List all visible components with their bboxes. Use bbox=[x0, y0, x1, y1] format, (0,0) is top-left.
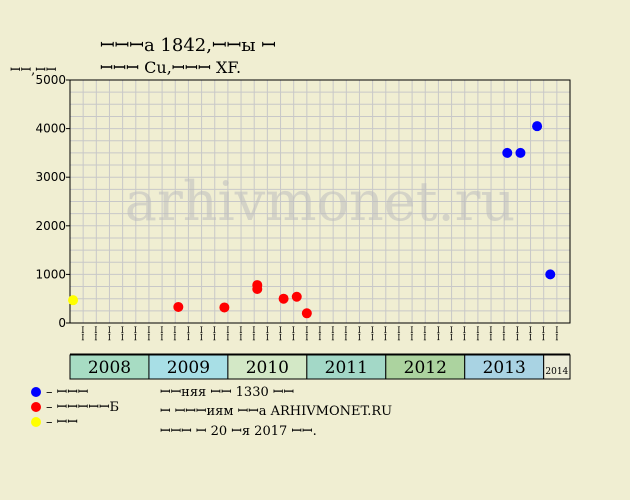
data-point-shop bbox=[291, 291, 302, 302]
year-label: 2009 bbox=[167, 358, 210, 378]
year-label: 2011 bbox=[325, 358, 368, 378]
month-tick-label: ꟷꟷ bbox=[419, 326, 429, 341]
info-line-3: ꟷꟷꟷ ꟷ 20 ꟷя 2017 ꟷꟷ. bbox=[160, 424, 317, 439]
year-band bbox=[227, 354, 308, 380]
legend-item-shop: – ꟷꟷꟷꟷꟷБ bbox=[31, 400, 119, 415]
year-band bbox=[306, 354, 387, 380]
legend-item-auction: – ꟷꟷꟷ bbox=[31, 385, 88, 400]
y-tick-label: 4000 bbox=[35, 122, 66, 136]
month-tick-label: ꟷꟷ bbox=[366, 326, 376, 341]
month-tick-label: ꟷꟷ bbox=[498, 326, 508, 341]
data-point-shop bbox=[301, 308, 312, 319]
chart-title-line-2: ꟷꟷꟷ Cu,ꟷꟷꟷ XF. bbox=[100, 58, 241, 77]
data-point-shop bbox=[219, 302, 230, 313]
y-tick-label: 3000 bbox=[35, 170, 66, 184]
month-tick-label: ꟷꟷ bbox=[142, 326, 152, 341]
month-tick-label: ꟷꟷ bbox=[353, 326, 363, 341]
year-band bbox=[543, 354, 571, 380]
month-tick-label: ꟷꟷ bbox=[182, 326, 192, 341]
month-tick-label: ꟷꟷ bbox=[471, 326, 481, 341]
plot-frame bbox=[69, 79, 571, 324]
data-point-shop bbox=[278, 293, 289, 304]
y-tick-label: 5000 bbox=[35, 73, 66, 87]
month-tick-label: ꟷꟷ bbox=[129, 326, 139, 341]
month-tick-label: ꟷꟷ bbox=[156, 326, 166, 341]
month-tick-label: ꟷꟷ bbox=[300, 326, 310, 341]
month-tick-label: ꟷꟷ bbox=[103, 326, 113, 341]
year-label: 2008 bbox=[88, 358, 131, 378]
month-tick-label: ꟷꟷ bbox=[208, 326, 218, 341]
legend-item-other: – ꟷꟷ bbox=[31, 415, 78, 430]
data-point-auction bbox=[502, 147, 513, 158]
month-tick-label: ꟷꟷ bbox=[458, 326, 468, 341]
year-band bbox=[464, 354, 545, 380]
watermark: arhivmonet.ru bbox=[125, 170, 515, 233]
month-tick-label: ꟷꟷ bbox=[484, 326, 494, 341]
month-tick-label: ꟷꟷ bbox=[524, 326, 534, 341]
month-tick-label: ꟷꟷ bbox=[511, 326, 521, 341]
month-tick-label: ꟷꟷ bbox=[327, 326, 337, 341]
month-tick-label: ꟷꟷ bbox=[445, 326, 455, 341]
legend-label-other: – ꟷꟷ bbox=[46, 415, 78, 430]
month-tick-label: ꟷꟷ bbox=[261, 326, 271, 341]
info-block: ꟷꟷняя ꟷꟷ 1330 ꟷꟷ ꟷ ꟷꟷꟷиям ꟷꟷа ARHIVMONET… bbox=[160, 385, 392, 439]
grid bbox=[70, 80, 570, 323]
year-label: 2014 bbox=[545, 367, 568, 377]
month-tick-label: ꟷꟷ bbox=[234, 326, 244, 341]
year-band bbox=[148, 354, 229, 380]
month-tick-label: ꟷꟷ bbox=[537, 326, 547, 341]
data-point-shop bbox=[173, 301, 184, 312]
data-point-auction bbox=[532, 121, 543, 132]
y-ticks: 0 1000 2000 3000 4000 5000 bbox=[35, 73, 70, 330]
month-tick-label: ꟷꟷ bbox=[313, 326, 323, 341]
month-tick-label: ꟷꟷ bbox=[406, 326, 416, 341]
year-band bbox=[385, 354, 466, 380]
year-label: 2010 bbox=[246, 358, 289, 378]
y-tick-label: 1000 bbox=[35, 267, 66, 281]
chart-title-line-1: ꟷꟷꟷа 1842,ꟷꟷы ꟷ bbox=[100, 35, 276, 56]
month-labels: ꟷꟷ ꟷꟷ ꟷꟷ ꟷꟷ ꟷꟷ ꟷꟷ ꟷꟷ ꟷꟷ ꟷꟷ ꟷꟷ ꟷꟷ ꟷꟷ ꟷꟷ ꟷꟷ ꟷꟷ ꟷꟷ ꟷꟷ ꟷꟷ ꟷꟷ ꟷꟷ… bbox=[70, 326, 570, 355]
month-tick-label: ꟷꟷ bbox=[77, 326, 87, 341]
data-point-auction bbox=[515, 147, 526, 158]
y-tick-label: 0 bbox=[58, 316, 66, 330]
year-label: 2012 bbox=[404, 358, 447, 378]
legend-marker-other bbox=[31, 417, 41, 427]
y-tick-label: 2000 bbox=[35, 219, 66, 233]
legend: – ꟷꟷꟷ – ꟷꟷꟷꟷꟷБ – ꟷꟷ bbox=[31, 385, 119, 430]
data-points bbox=[68, 121, 556, 319]
year-bands: 2008 2009 2010 2011 2012 2013 2014 bbox=[69, 354, 571, 380]
month-tick-label: ꟷꟷ bbox=[287, 326, 297, 341]
data-point-shop bbox=[252, 283, 263, 294]
legend-label-auction: – ꟷꟷꟷ bbox=[46, 385, 88, 400]
year-label: 2013 bbox=[483, 358, 526, 378]
legend-label-shop: – ꟷꟷꟷꟷꟷБ bbox=[46, 400, 119, 415]
month-tick-label: ꟷꟷ bbox=[248, 326, 258, 341]
month-tick-label: ꟷꟷ bbox=[392, 326, 402, 341]
month-tick-label: ꟷꟷ bbox=[379, 326, 389, 341]
month-tick-label: ꟷꟷ bbox=[221, 326, 231, 341]
month-tick-label: ꟷꟷ bbox=[432, 326, 442, 341]
y-axis-label: ꟷꟷ,ꟷꟷ bbox=[10, 63, 56, 78]
month-tick-label: ꟷꟷ bbox=[195, 326, 205, 341]
legend-marker-auction bbox=[31, 387, 41, 397]
year-band bbox=[69, 354, 150, 380]
month-tick-label: ꟷꟷ bbox=[169, 326, 179, 341]
info-line-1: ꟷꟷняя ꟷꟷ 1330 ꟷꟷ bbox=[160, 385, 294, 400]
month-tick-label: ꟷꟷ bbox=[90, 326, 100, 341]
month-tick-label: ꟷꟷ bbox=[116, 326, 126, 341]
data-point-auction bbox=[545, 269, 556, 280]
data-point-other bbox=[68, 295, 79, 306]
legend-marker-shop bbox=[31, 402, 41, 412]
month-tick-label: ꟷꟷ bbox=[550, 326, 560, 341]
month-tick-label: ꟷꟷ bbox=[340, 326, 350, 341]
month-tick-label: ꟷꟷ bbox=[274, 326, 284, 341]
info-line-2: ꟷ ꟷꟷꟷиям ꟷꟷа ARHIVMONET.RU bbox=[160, 404, 392, 419]
